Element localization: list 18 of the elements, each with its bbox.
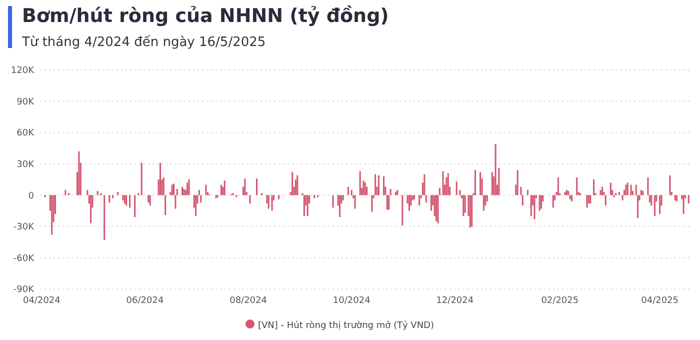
y-tick-label: 30K bbox=[16, 160, 36, 170]
x-tick-label: 04/2024 bbox=[23, 296, 61, 306]
y-tick-label: 60K bbox=[16, 128, 36, 139]
x-tick-label: 06/2024 bbox=[126, 296, 164, 306]
x-tick-label: 02/2025 bbox=[541, 296, 579, 306]
x-tick-label: 08/2024 bbox=[230, 296, 268, 306]
y-tick-label: 120K bbox=[10, 66, 36, 76]
x-tick-label: 04/2025 bbox=[641, 296, 679, 306]
chart-subtitle: Từ tháng 4/2024 đến ngày 16/5/2025 bbox=[21, 35, 266, 50]
y-tick-label: 0 bbox=[28, 191, 34, 202]
y-tick-label: -90K bbox=[13, 285, 36, 296]
legend-label: [VN] - Hút ròng thị trường mở (Tỷ VND) bbox=[258, 320, 434, 331]
y-tick-label: -30K bbox=[13, 222, 36, 233]
x-tick-label: 12/2024 bbox=[436, 296, 474, 306]
x-tick-label: 10/2024 bbox=[332, 296, 371, 306]
chart-title: Bơm/hút ròng của NHNN (tỷ đồng) bbox=[22, 5, 389, 27]
y-tick-label: -60K bbox=[13, 254, 36, 264]
y-tick-label: 90K bbox=[16, 97, 36, 108]
